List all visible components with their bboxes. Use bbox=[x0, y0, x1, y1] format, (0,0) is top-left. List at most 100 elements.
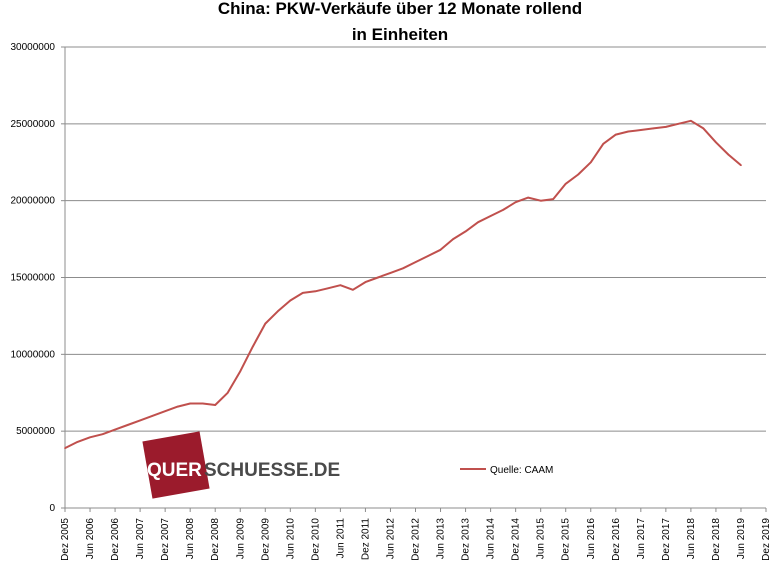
x-axis-ticks: Dez 2005 Jun 2006 Dez 2006 Jun 2007 Dez 2007… bbox=[60, 518, 772, 561]
querschuesse-logo: QUER SCHUESSE.DE bbox=[142, 431, 340, 499]
y-axis-ticks: 0 5000000 10000000 15000000 20000000 25000000… bbox=[11, 42, 56, 514]
chart-subtitle: in Einheiten bbox=[352, 25, 448, 44]
x-tick-label: Dez 2011 bbox=[360, 518, 371, 561]
logo-text-quer: QUER bbox=[147, 460, 202, 481]
data-point bbox=[414, 261, 417, 263]
data-point bbox=[176, 405, 179, 408]
y-tick-label: 25000000 bbox=[11, 119, 56, 130]
x-tick-label: Jun 2016 bbox=[586, 518, 597, 560]
data-point bbox=[377, 276, 379, 279]
data-point bbox=[702, 127, 705, 130]
x-tick-label: Jun 2011 bbox=[335, 518, 346, 559]
data-point bbox=[164, 410, 166, 413]
x-tick-label: Jun 2014 bbox=[486, 518, 497, 560]
x-tick-label: Dez 2014 bbox=[511, 518, 522, 561]
gridlines bbox=[65, 46, 766, 432]
x-tick-label: Jun 2012 bbox=[385, 518, 396, 560]
data-point bbox=[640, 129, 642, 131]
data-point bbox=[289, 299, 292, 302]
data-point bbox=[364, 281, 367, 283]
data-point bbox=[239, 370, 242, 373]
data-point bbox=[439, 249, 442, 251]
data-point bbox=[139, 419, 141, 422]
data-point bbox=[427, 255, 429, 257]
axes bbox=[61, 46, 767, 512]
x-tick-label: Dez 2012 bbox=[411, 518, 422, 561]
x-tick-label: Dez 2010 bbox=[310, 518, 321, 561]
data-point bbox=[740, 164, 742, 167]
data-point bbox=[151, 415, 154, 417]
y-tick-label: 10000000 bbox=[11, 349, 56, 360]
x-tick-label: Dez 2017 bbox=[661, 518, 672, 561]
y-tick-label: 20000000 bbox=[11, 196, 56, 207]
data-point bbox=[89, 436, 91, 439]
x-tick-label: Dez 2007 bbox=[160, 518, 171, 561]
legend: Quelle: CAAM bbox=[460, 465, 553, 476]
x-tick-label: Jun 2006 bbox=[85, 518, 96, 560]
data-point bbox=[264, 322, 267, 325]
data-point bbox=[514, 201, 517, 203]
data-point bbox=[76, 441, 79, 443]
data-point bbox=[677, 123, 680, 125]
data-point bbox=[727, 153, 730, 156]
data-point bbox=[502, 209, 504, 211]
series-layer bbox=[64, 119, 742, 449]
data-point bbox=[226, 392, 229, 394]
x-tick-label: Dez 2013 bbox=[461, 518, 472, 561]
logo-badge bbox=[142, 431, 210, 499]
legend-label: Quelle: CAAM bbox=[490, 465, 553, 476]
data-point bbox=[489, 215, 492, 217]
chart-title: China: PKW-Verkäufe über 12 Monate rolle… bbox=[218, 0, 582, 18]
data-point bbox=[564, 183, 567, 185]
data-point bbox=[452, 238, 454, 240]
x-tick-label: Jun 2017 bbox=[636, 518, 647, 560]
x-tick-label: Jun 2007 bbox=[135, 518, 146, 560]
data-point bbox=[126, 424, 129, 426]
x-tick-label: Jun 2008 bbox=[185, 518, 196, 560]
x-tick-label: Dez 2016 bbox=[611, 518, 622, 561]
data-point bbox=[464, 230, 467, 233]
x-tick-label: Jun 2013 bbox=[436, 518, 447, 560]
data-point bbox=[665, 126, 667, 128]
data-point bbox=[302, 292, 304, 294]
x-tick-label: Jun 2009 bbox=[235, 518, 246, 560]
data-point bbox=[277, 310, 279, 313]
data-point bbox=[615, 133, 617, 136]
data-point bbox=[114, 428, 116, 431]
data-point bbox=[690, 120, 692, 122]
data-point bbox=[577, 173, 579, 176]
y-tick-label: 5000000 bbox=[16, 426, 55, 437]
data-point bbox=[214, 404, 216, 406]
data-point bbox=[602, 143, 605, 145]
x-tick-label: Dez 2019 bbox=[761, 518, 772, 561]
data-point bbox=[652, 127, 655, 130]
x-tick-label: Jun 2019 bbox=[736, 518, 747, 560]
data-point bbox=[477, 221, 479, 223]
data-point bbox=[252, 345, 254, 348]
data-point bbox=[201, 402, 204, 405]
x-tick-label: Dez 2015 bbox=[561, 518, 572, 561]
data-point bbox=[590, 161, 592, 164]
data-point bbox=[339, 284, 342, 287]
data-point bbox=[64, 447, 66, 449]
data-point bbox=[539, 199, 542, 202]
x-tick-label: Dez 2018 bbox=[711, 518, 722, 561]
y-tick-label: 0 bbox=[49, 503, 55, 514]
logo-text-schuesse: SCHUESSE.DE bbox=[204, 460, 340, 481]
data-point bbox=[627, 130, 630, 133]
data-point bbox=[402, 267, 404, 270]
data-point bbox=[101, 433, 104, 436]
data-point bbox=[389, 272, 392, 274]
y-tick-label: 30000000 bbox=[11, 42, 56, 53]
x-tick-label: Dez 2008 bbox=[210, 518, 221, 561]
data-point bbox=[189, 402, 191, 405]
data-point bbox=[552, 198, 554, 200]
series-line bbox=[64, 119, 742, 449]
x-tick-label: Dez 2006 bbox=[110, 518, 121, 561]
data-point bbox=[314, 290, 317, 293]
data-point bbox=[327, 287, 329, 290]
x-tick-label: Dez 2005 bbox=[60, 518, 71, 561]
data-point bbox=[715, 141, 717, 144]
data-point bbox=[352, 289, 354, 291]
